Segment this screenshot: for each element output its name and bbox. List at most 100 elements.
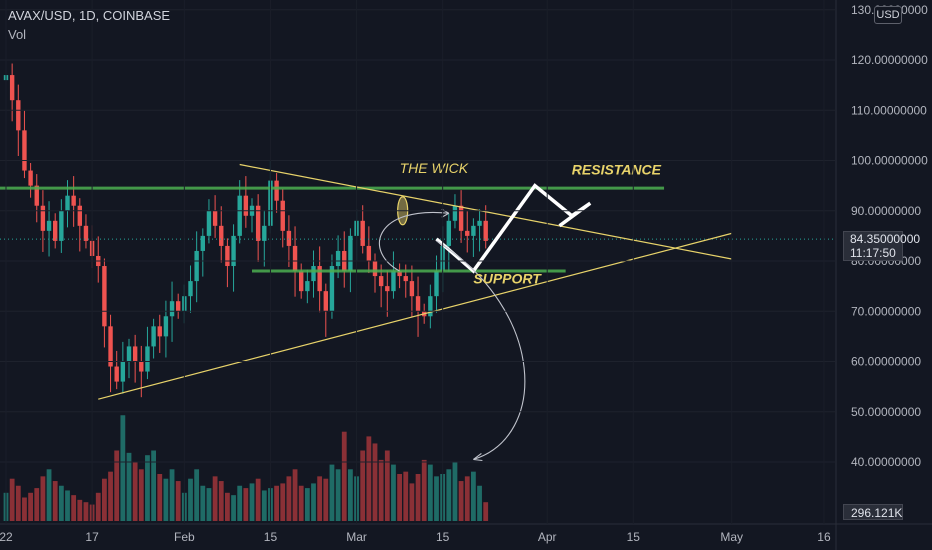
- candle-body: [237, 195, 242, 236]
- volume-bar: [9, 478, 15, 521]
- candle-body: [188, 281, 193, 297]
- volume-bar: [415, 474, 421, 521]
- volume-bar: [464, 476, 470, 521]
- candle-body: [292, 245, 298, 272]
- candle-body: [366, 245, 372, 261]
- volume-bar: [255, 478, 261, 521]
- volume-bar: [132, 462, 138, 521]
- candle-body: [286, 230, 292, 246]
- volume-bar: [360, 450, 366, 521]
- volume-bar: [138, 469, 144, 521]
- candle-body: [415, 296, 421, 312]
- volume-bar: [403, 471, 409, 521]
- volume-bar: [40, 476, 46, 521]
- volume-bar: [102, 478, 107, 521]
- candle-body: [231, 235, 236, 267]
- candle-body: [151, 326, 156, 347]
- volume-bar: [458, 481, 464, 521]
- candle-body: [385, 286, 390, 292]
- price-tick-label: 60.00000000: [851, 355, 921, 369]
- candle-body: [65, 195, 70, 211]
- volume-bar: [194, 469, 200, 521]
- volume-bar: [434, 476, 439, 521]
- volume-bar: [323, 478, 329, 521]
- volume-bar: [218, 481, 224, 521]
- price-tick-label: 100.00000000: [851, 154, 928, 168]
- volume-bar: [249, 483, 255, 521]
- volume-bar: [261, 490, 267, 521]
- time-tick-label: 15: [436, 530, 450, 544]
- candle-body: [348, 235, 353, 272]
- candle-body: [329, 266, 335, 312]
- candle-body: [145, 346, 150, 372]
- candle-body: [108, 326, 113, 367]
- candle-body: [194, 250, 199, 282]
- curved-arrow-down: [436, 240, 526, 461]
- candle-body: [219, 225, 224, 246]
- volume-bar: [120, 415, 126, 521]
- volume-bar: [71, 495, 77, 521]
- volume-value-label: 296.121K: [843, 504, 903, 520]
- volume-bar: [483, 502, 489, 521]
- candle-body: [452, 205, 458, 221]
- candle-body: [305, 281, 310, 292]
- volume-bar: [348, 469, 353, 521]
- volume-bar: [225, 492, 230, 521]
- candle-body: [335, 250, 341, 267]
- volume-bar: [188, 478, 193, 521]
- last-price: 84.35000000: [850, 232, 921, 246]
- candle-body: [409, 281, 415, 297]
- volume-indicator-label: Vol: [8, 27, 27, 42]
- candle-body: [132, 346, 138, 362]
- candle-body: [434, 271, 439, 297]
- candle-body: [311, 266, 316, 282]
- volume-bar: [304, 488, 310, 521]
- volume-bar: [446, 469, 452, 521]
- candle-body: [9, 75, 15, 101]
- time-tick-label: 15: [627, 530, 641, 544]
- time-tick-label: Feb: [174, 530, 195, 544]
- projected-path-arrow: [435, 183, 592, 274]
- volume-bar: [58, 485, 64, 521]
- price-tick-label: 90.00000000: [851, 204, 921, 218]
- volume-bar: [34, 488, 40, 521]
- volume-bar: [366, 436, 372, 521]
- candle-body: [391, 271, 396, 292]
- candle-body: [139, 361, 144, 372]
- candle-body: [157, 326, 162, 337]
- volume-bar: [206, 488, 212, 521]
- volume-bar: [280, 483, 286, 521]
- candle-body: [212, 210, 218, 226]
- volume-bar: [329, 464, 335, 521]
- volume-bar: [391, 464, 396, 521]
- time-tick-label: Mar: [346, 530, 367, 544]
- currency-button[interactable]: USD: [874, 6, 902, 24]
- price-tick-label: 50.00000000: [851, 405, 921, 419]
- volume-bar: [378, 459, 384, 521]
- bar-countdown: 11:17:50: [850, 246, 896, 260]
- time-axis[interactable]: 22 17 Feb 15 Mar 15 Apr 15 May 16: [0, 0, 831, 544]
- candle-body: [53, 220, 58, 241]
- candle-body: [200, 235, 205, 251]
- volume-bar: [477, 485, 482, 521]
- last-price-label: 84.35000000 11:17:50: [843, 231, 921, 261]
- volume-bar: [95, 492, 101, 521]
- arrowhead-down: [473, 453, 483, 462]
- volume-bar: [114, 450, 120, 521]
- candle-body: [471, 225, 476, 236]
- candle-body: [323, 291, 328, 312]
- volume-bar: [175, 481, 181, 521]
- candle-body: [120, 361, 126, 382]
- volume-bar: [15, 485, 21, 521]
- candle-body: [458, 205, 464, 231]
- triangle-trendline: [239, 163, 732, 260]
- volume-bar: [200, 485, 206, 521]
- volume-bar: [145, 455, 150, 521]
- price-axis[interactable]: 40.00000000 50.00000000 60.00000000 70.0000…: [0, 3, 928, 469]
- volume-bar: [292, 469, 298, 521]
- volume-bar: [157, 474, 163, 521]
- volume-bar: [126, 452, 132, 521]
- candle-body: [169, 301, 175, 317]
- time-tick-label: May: [720, 530, 743, 544]
